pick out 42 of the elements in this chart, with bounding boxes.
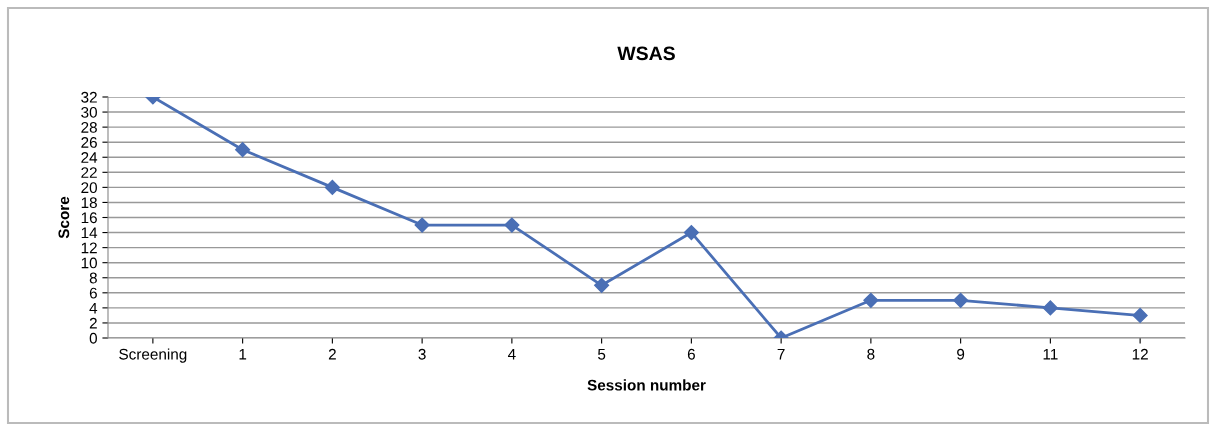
x-tick-label: 2	[328, 348, 336, 360]
x-tick-label: 12	[1132, 348, 1148, 360]
y-tick-label: 20	[81, 182, 97, 194]
y-tick-label: 26	[81, 137, 97, 148]
y-tick-label: 18	[81, 197, 97, 209]
x-tick-label: 7	[777, 348, 785, 360]
y-tick-label: 0	[89, 332, 97, 344]
y-tick-label: 28	[81, 121, 97, 133]
y-tick-label: 2	[89, 317, 97, 329]
point	[953, 292, 969, 308]
chart-title: WSAS	[617, 46, 675, 61]
x-tick-label: 1	[239, 348, 247, 360]
point	[1132, 307, 1148, 323]
x-tick-label: 5	[597, 348, 606, 360]
x-axis-title: Session number	[587, 379, 706, 391]
y-tick-label: 6	[89, 287, 97, 299]
point	[235, 142, 251, 158]
point	[1042, 300, 1058, 316]
point	[683, 224, 699, 241]
point	[414, 217, 430, 233]
x-tick-label: 11	[1043, 348, 1058, 360]
y-tick-label: 8	[89, 272, 97, 284]
y-tick-label: 22	[81, 167, 97, 178]
y-axis-title: Score	[58, 196, 70, 239]
y-tick-label: 32	[81, 91, 97, 103]
point	[594, 277, 610, 293]
x-tick-label: Screening	[119, 348, 187, 363]
y-tick-label: 12	[81, 242, 97, 254]
y-tick-label: 24	[81, 152, 98, 163]
y-tick-label: 30	[81, 106, 97, 118]
point	[863, 292, 879, 308]
x-tick-label: 6	[687, 348, 695, 360]
y-tick-label: 10	[81, 257, 97, 269]
x-tick-label: 8	[867, 348, 875, 360]
x-tick-label: 9	[957, 348, 965, 360]
point	[324, 179, 340, 195]
y-tick-label: 14	[81, 227, 98, 239]
x-tick-label: 3	[418, 348, 426, 360]
y-tick-label: 16	[81, 212, 97, 224]
point	[504, 217, 520, 233]
y-tick-label: 4	[89, 302, 98, 314]
x-tick-label: 4	[507, 348, 516, 360]
